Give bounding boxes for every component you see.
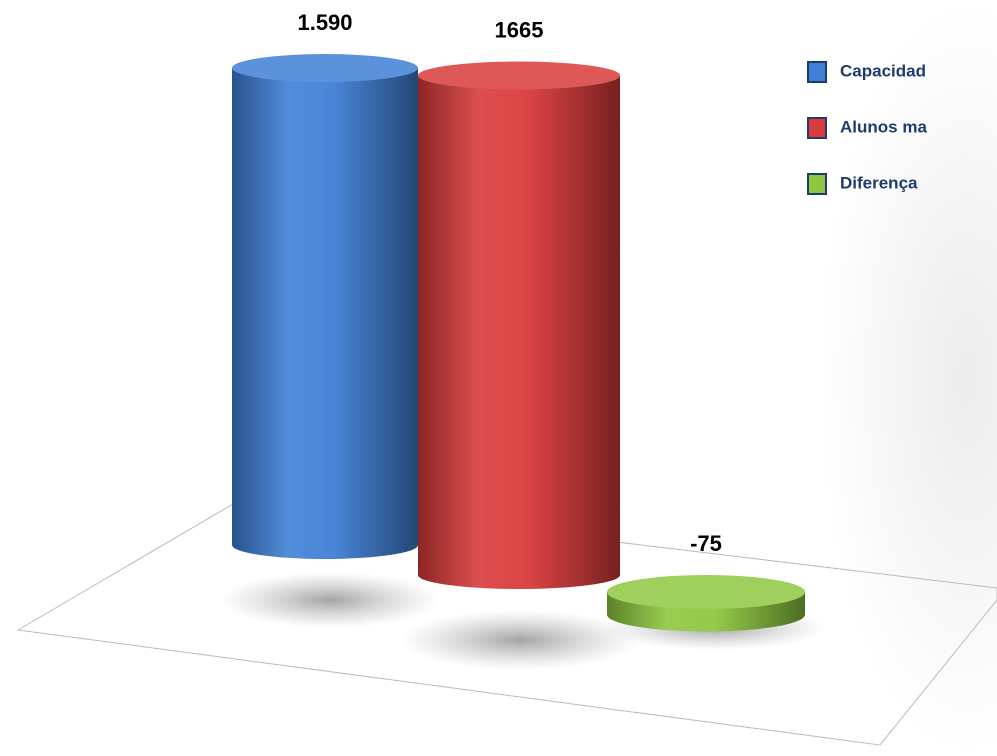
floor (16, 496, 997, 746)
legend-swatch (807, 61, 827, 83)
cylinder-top (418, 61, 620, 90)
legend-swatch (807, 117, 827, 139)
shadow (220, 572, 440, 628)
legend-label: Alunos ma (840, 117, 927, 136)
cylinder-bar (232, 68, 418, 559)
plot: 1.590 Capacidad 1665 Alunos ma -75 Diferença (220, 10, 927, 670)
value-label: 1.590 (297, 10, 352, 35)
value-label: -75 (690, 531, 722, 556)
legend-swatch (807, 173, 827, 195)
shadow (400, 610, 640, 670)
value-label: 1665 (495, 17, 544, 42)
cylinder-top (607, 575, 805, 609)
legend-label: Capacidad (840, 61, 926, 80)
cylinder-top (232, 54, 418, 82)
cylinder-bar (418, 75, 620, 589)
legend-label: Diferença (840, 173, 918, 192)
